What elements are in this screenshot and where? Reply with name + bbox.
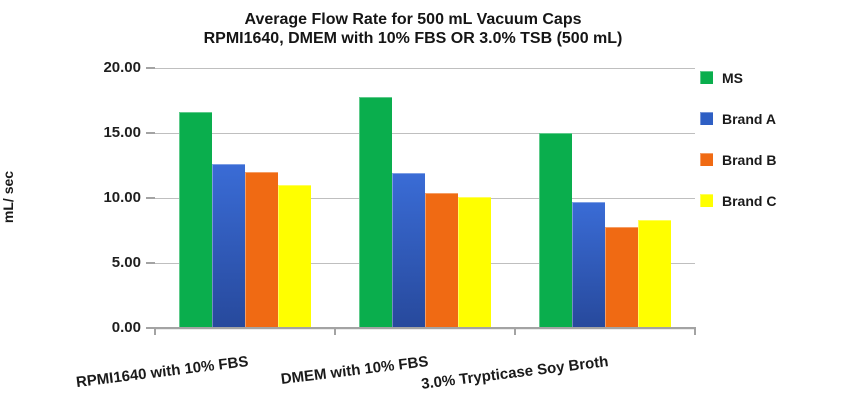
- legend: MS Brand A Brand B Brand C: [700, 69, 777, 235]
- y-tick-mark: [146, 132, 155, 134]
- bar-brand-c: [278, 185, 311, 328]
- gridline: [155, 68, 695, 69]
- y-tick-label: 5.00: [111, 254, 141, 271]
- y-tick-label: 20.00: [103, 59, 141, 76]
- x-category-label: RPMI1640 with 10% FBS: [74, 353, 249, 392]
- legend-label: Brand A: [722, 110, 776, 127]
- y-tick-mark: [146, 197, 155, 199]
- bar-brand-a: [212, 164, 245, 328]
- x-category-label: 3.0% Trypticase Soy Broth: [419, 353, 609, 393]
- legend-swatch-icon: [700, 153, 713, 166]
- bar-brand-c: [458, 196, 491, 328]
- bar-brand-b: [245, 172, 278, 328]
- plot-area: [155, 68, 696, 329]
- bar-brand-a: [392, 173, 425, 328]
- bar-ms: [539, 133, 572, 328]
- legend-swatch-icon: [700, 112, 713, 125]
- x-tick-mark: [154, 329, 156, 335]
- chart-title-block: Average Flow Rate for 500 mL Vacuum Caps…: [0, 10, 826, 48]
- y-tick-label: 0.00: [111, 319, 141, 336]
- x-tick-mark: [694, 329, 696, 335]
- chart-subtitle: RPMI1640, DMEM with 10% FBS OR 3.0% TSB …: [203, 30, 623, 47]
- legend-item: Brand C: [700, 192, 777, 209]
- legend-item: Brand A: [700, 110, 776, 127]
- legend-swatch-icon: [700, 194, 713, 207]
- bar-brand-c: [638, 220, 671, 328]
- y-tick-mark: [146, 327, 155, 329]
- legend-swatch-icon: [700, 71, 713, 84]
- x-tick-mark: [514, 329, 516, 335]
- bar-brand-b: [425, 192, 458, 328]
- bar-brand-b: [605, 226, 638, 328]
- bar-ms: [179, 112, 212, 328]
- bar-ms: [359, 96, 392, 328]
- bar-brand-a: [572, 201, 605, 328]
- legend-label: Brand B: [722, 151, 777, 168]
- legend-label: Brand C: [722, 192, 777, 209]
- y-tick-label: 15.00: [103, 124, 141, 141]
- y-tick-mark: [146, 262, 155, 264]
- legend-item: Brand B: [700, 151, 777, 168]
- chart-title: Average Flow Rate for 500 mL Vacuum Caps: [244, 11, 582, 28]
- y-tick-mark: [146, 67, 155, 69]
- x-tick-mark: [334, 329, 336, 335]
- gridline: [155, 133, 695, 134]
- x-category-label: DMEM with 10% FBS: [279, 353, 429, 389]
- y-axis-title: mL/ sec: [0, 170, 16, 224]
- x-axis-line: [155, 327, 696, 329]
- legend-label: MS: [722, 69, 743, 86]
- legend-item: MS: [700, 69, 776, 86]
- y-tick-label: 10.00: [103, 189, 141, 206]
